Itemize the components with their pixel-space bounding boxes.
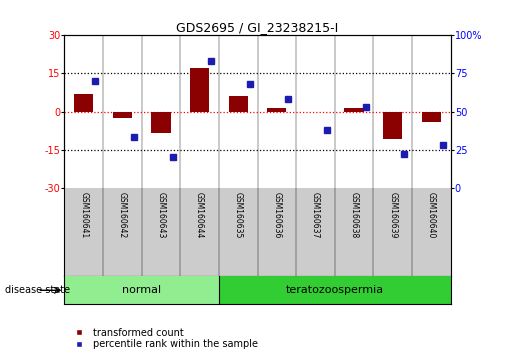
Bar	[219, 276, 451, 304]
Text: teratozoospermia: teratozoospermia	[286, 285, 384, 295]
Bar	[229, 96, 248, 112]
Title: GDS2695 / GI_23238215-I: GDS2695 / GI_23238215-I	[176, 21, 339, 34]
Bar	[113, 112, 132, 118]
Bar	[64, 276, 219, 304]
Bar	[345, 108, 364, 112]
Text: GSM160644: GSM160644	[195, 192, 204, 239]
Text: GSM160640: GSM160640	[427, 192, 436, 239]
Bar	[151, 112, 170, 133]
Bar	[267, 108, 286, 112]
Bar	[74, 94, 93, 112]
Text: GSM160635: GSM160635	[234, 192, 243, 239]
Text: GSM160639: GSM160639	[388, 192, 397, 239]
Text: GSM160643: GSM160643	[157, 192, 165, 239]
Bar	[383, 112, 402, 139]
Legend: transformed count, percentile rank within the sample: transformed count, percentile rank withi…	[69, 328, 258, 349]
Text: normal: normal	[122, 285, 161, 295]
Text: GSM160641: GSM160641	[79, 192, 88, 238]
Text: GSM160638: GSM160638	[350, 192, 358, 238]
Text: GSM160642: GSM160642	[118, 192, 127, 238]
Text: GSM160636: GSM160636	[272, 192, 281, 239]
Bar	[422, 112, 441, 122]
Text: GSM160637: GSM160637	[311, 192, 320, 239]
Bar	[190, 68, 209, 112]
Text: disease state: disease state	[5, 285, 70, 295]
